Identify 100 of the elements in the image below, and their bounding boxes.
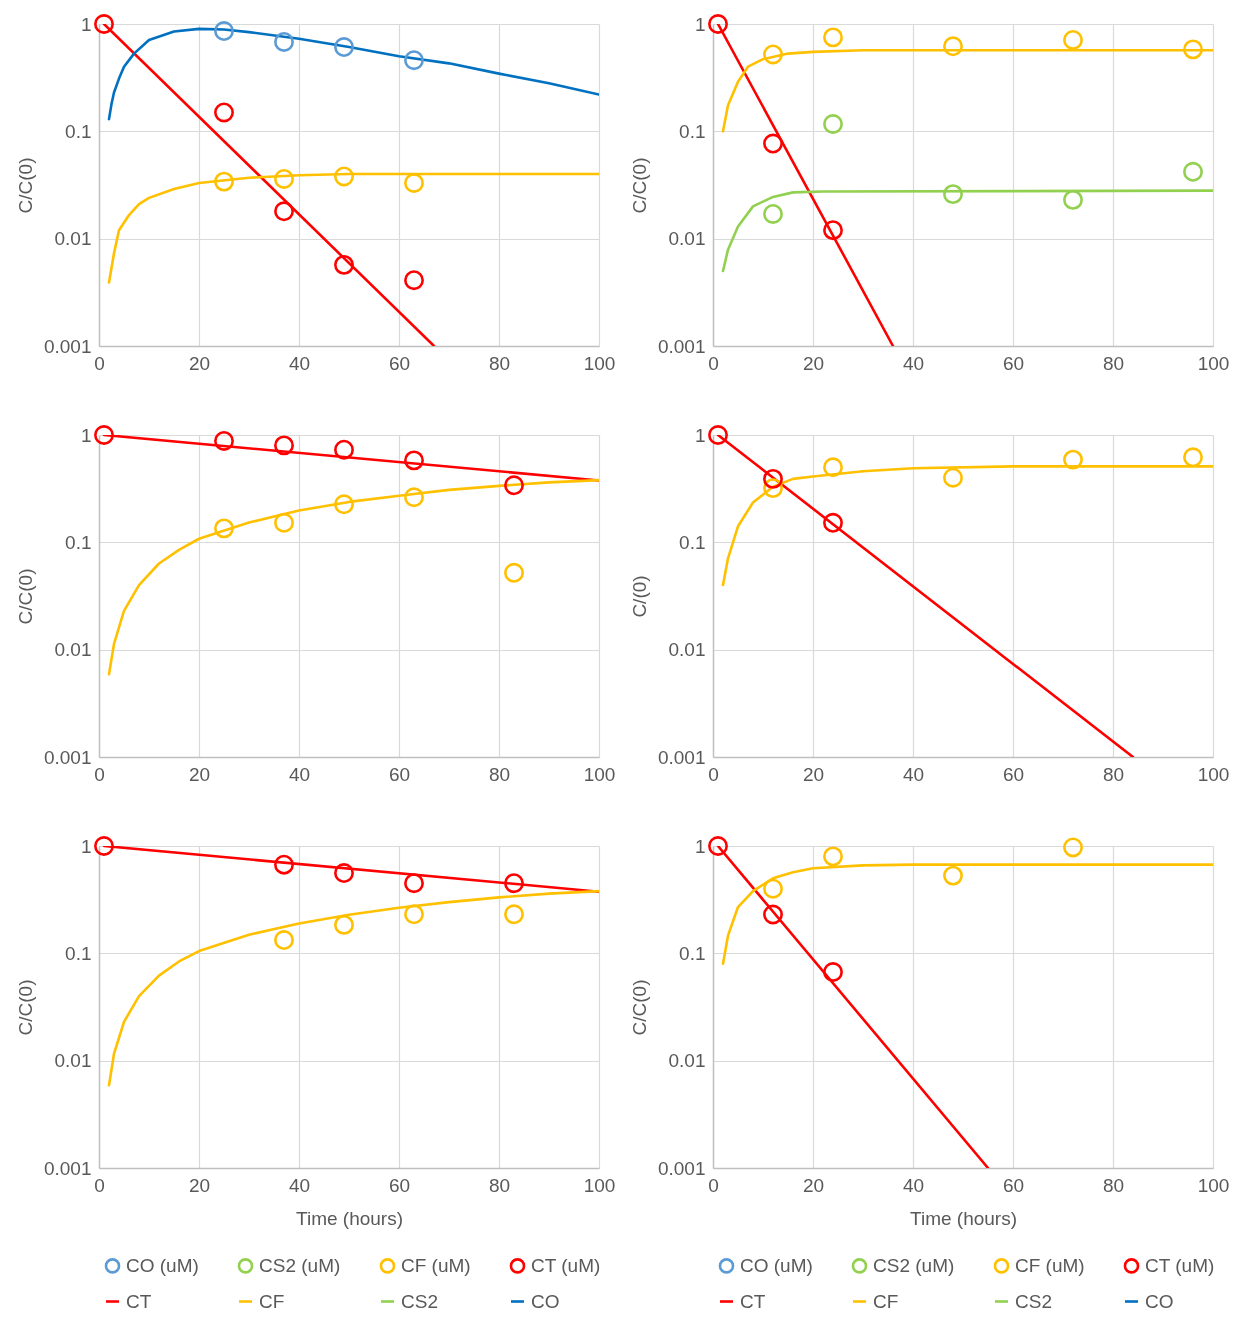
point <box>943 467 963 488</box>
x-tick-label: 100 <box>583 352 616 374</box>
y-tick-label: 0.001 <box>43 335 92 357</box>
point <box>504 873 524 894</box>
y-tick-label: 1 <box>80 835 92 857</box>
legend-label: CF <box>259 1290 285 1312</box>
point <box>504 475 524 496</box>
legend-label: CT (uM) <box>531 1254 601 1276</box>
point <box>823 114 843 134</box>
point <box>404 270 424 291</box>
y-tick-label: 0.001 <box>657 1157 706 1179</box>
x-tick-label: 20 <box>802 763 825 785</box>
y-tick-label: 0.1 <box>65 531 92 553</box>
x-tick-label: 100 <box>583 1174 616 1196</box>
y-axis-title: C/C(0) <box>14 568 36 625</box>
x-tick-label: 20 <box>802 1174 825 1196</box>
point <box>1063 449 1083 470</box>
point <box>1183 447 1203 468</box>
y-axis-title: C/C(0) <box>628 979 650 1036</box>
x-tick-label: 20 <box>188 763 211 785</box>
point <box>404 904 424 925</box>
x-tick-label: 80 <box>1102 1174 1125 1196</box>
line-series <box>107 27 599 121</box>
point <box>1063 189 1083 210</box>
x-axis-title: Time (hours) <box>296 1207 403 1229</box>
x-tick-label: 20 <box>188 1174 211 1196</box>
y-tick-label: 0.001 <box>43 746 92 768</box>
point <box>214 171 234 192</box>
x-tick-label: 100 <box>1197 763 1230 785</box>
legend-label: CO <box>531 1290 560 1312</box>
legend-label: CF (uM) <box>1015 1254 1085 1276</box>
y-tick-label: 0.1 <box>679 942 706 964</box>
point <box>274 32 294 52</box>
point <box>334 863 354 883</box>
line-series <box>107 889 599 1087</box>
y-tick-label: 1 <box>694 13 706 35</box>
x-tick-label: 40 <box>902 1174 925 1196</box>
legend-label: CO <box>1145 1290 1174 1312</box>
point <box>94 836 114 856</box>
point <box>334 254 354 275</box>
point <box>763 203 783 224</box>
point <box>94 425 114 445</box>
point <box>404 487 424 508</box>
point <box>504 904 524 925</box>
point <box>94 14 114 34</box>
legend-label: CT <box>740 1290 766 1312</box>
x-tick-label: 80 <box>488 1174 511 1196</box>
y-tick-label: 0.01 <box>54 228 92 250</box>
y-tick-label: 0.01 <box>668 639 706 661</box>
y-tick-label: 0.01 <box>54 1050 92 1072</box>
y-tick-label: 0.1 <box>679 120 706 142</box>
x-tick-label: 100 <box>583 763 616 785</box>
point <box>708 14 728 34</box>
point <box>708 836 728 856</box>
point <box>823 846 843 867</box>
x-tick-label: 20 <box>188 352 211 374</box>
point <box>404 173 424 193</box>
x-tick-label: 0 <box>94 1174 105 1196</box>
y-tick-label: 0.01 <box>668 1050 706 1072</box>
point <box>823 457 843 478</box>
point <box>504 562 524 583</box>
point <box>763 904 783 925</box>
x-tick-label: 60 <box>388 352 411 374</box>
legend-label: CS2 (uM) <box>259 1254 341 1276</box>
point <box>943 184 963 205</box>
y-axis-title: C/C(0) <box>14 157 36 214</box>
legend-label: CS2 <box>401 1290 438 1312</box>
point <box>274 854 294 875</box>
y-tick-label: 1 <box>80 13 92 35</box>
x-tick-label: 0 <box>708 352 719 374</box>
x-tick-label: 60 <box>388 1174 411 1196</box>
y-tick-label: 0.001 <box>43 1157 92 1179</box>
legend-label: CO (uM) <box>126 1254 199 1276</box>
point <box>214 21 234 41</box>
point <box>1063 30 1083 50</box>
x-tick-label: 60 <box>1002 763 1025 785</box>
x-tick-label: 80 <box>1102 763 1125 785</box>
y-axis-title: C/C(0) <box>628 157 650 214</box>
point <box>334 494 354 515</box>
x-axis-title: Time (hours) <box>910 1207 1017 1229</box>
x-tick-label: 80 <box>1102 352 1125 374</box>
legend-label: CT (uM) <box>1145 1254 1215 1276</box>
point <box>823 512 843 533</box>
x-tick-label: 0 <box>94 763 105 785</box>
point <box>1183 161 1203 182</box>
x-tick-label: 40 <box>288 763 311 785</box>
legend-label: CF (uM) <box>401 1254 471 1276</box>
y-tick-label: 0.1 <box>679 531 706 553</box>
y-tick-label: 0.1 <box>65 120 92 142</box>
point <box>823 27 843 48</box>
point <box>274 512 294 533</box>
x-tick-label: 0 <box>94 352 105 374</box>
point <box>214 102 234 123</box>
legend-label: CS2 <box>1015 1290 1052 1312</box>
legend-label: CS2 (uM) <box>873 1254 955 1276</box>
y-tick-label: 0.001 <box>657 746 706 768</box>
point <box>943 865 963 886</box>
x-tick-label: 0 <box>708 1174 719 1196</box>
point <box>404 450 424 471</box>
legend-label: CT <box>126 1290 152 1312</box>
